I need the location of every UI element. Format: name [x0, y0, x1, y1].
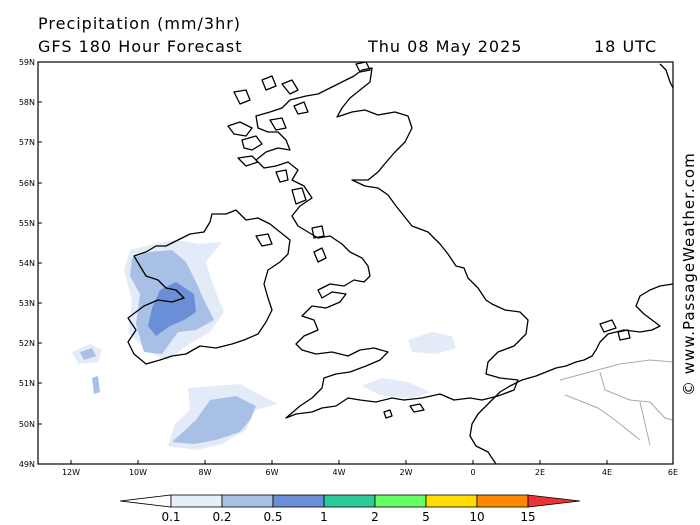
color-legend [119, 494, 581, 508]
legend-swatch-below-0.1 [119, 494, 172, 508]
netherlands-islands [599, 319, 631, 341]
lat-label: 59N [19, 58, 35, 67]
precip-celtic-sea-medium [172, 396, 256, 444]
lon-label: 0 [470, 468, 475, 477]
map-title: Precipitation (mm/3hr) [38, 14, 242, 33]
precip-small-medium [80, 348, 96, 360]
lat-label: 54N [19, 259, 35, 268]
precip-dot-medium [92, 376, 100, 394]
forecast-date: Thu 08 May 2025 [368, 37, 523, 56]
legend-swatch-1-2 [323, 494, 376, 508]
lat-label: 53N [19, 299, 35, 308]
lon-label: 6E [668, 468, 678, 477]
great-britain-coast [255, 67, 529, 419]
lat-label: 50N [19, 420, 35, 429]
map-area [72, 62, 673, 464]
legend-swatch-0.1-0.2 [170, 494, 223, 508]
channel-islands [383, 409, 393, 419]
forecast-time: 18 UTC [594, 37, 658, 56]
lon-label: 2W [400, 468, 413, 477]
isle-of-man [313, 247, 327, 263]
lon-label: 4E [602, 468, 612, 477]
longitude-axis: 12W 10W 8W 6W 4W 2W 0 2E 4E 6E [62, 460, 678, 477]
legend-label: 0.1 [161, 510, 180, 524]
continent-coast [469, 283, 673, 464]
coastlines [127, 62, 673, 464]
lat-label: 58N [19, 98, 35, 107]
lat-label: 55N [19, 219, 35, 228]
legend-label: 0.2 [212, 510, 231, 524]
latitude-axis: 59N 58N 57N 56N 55N 54N 53N 52N 51N 50N … [19, 58, 42, 469]
lon-label: 12W [62, 468, 80, 477]
lat-label: 49N [19, 460, 35, 469]
legend-swatch-5-10 [425, 494, 478, 508]
lon-label: 6W [266, 468, 279, 477]
forecast-label: GFS 180 Hour Forecast [38, 37, 243, 56]
legend-label: 15 [520, 510, 535, 524]
lon-label: 4W [333, 468, 346, 477]
legend-label: 1 [320, 510, 328, 524]
lat-label: 57N [19, 138, 35, 147]
lat-label: 51N [19, 379, 35, 388]
legend-label: 10 [469, 510, 484, 524]
legend-labels: 0.1 0.2 0.5 1 2 5 10 15 [161, 510, 535, 524]
legend-label: 5 [422, 510, 430, 524]
legend-swatch-above-15 [527, 494, 581, 508]
precip-channel-light [362, 378, 430, 398]
scottish-islands [227, 62, 371, 239]
isle-of-wight [409, 403, 425, 413]
legend-swatch-0.2-0.5 [221, 494, 274, 508]
lon-label: 8W [199, 468, 212, 477]
legend-swatch-10-15 [476, 494, 529, 508]
legend-swatch-0.5-1 [272, 494, 325, 508]
lough-neagh [255, 233, 273, 247]
lat-label: 56N [19, 179, 35, 188]
ireland-coast [127, 209, 291, 365]
norway-coast [659, 63, 673, 89]
lon-label: 2E [535, 468, 545, 477]
precip-ireland-dark [148, 282, 196, 336]
lon-label: 10W [129, 468, 147, 477]
precip-midlands-light [408, 332, 456, 354]
legend-label: 0.5 [263, 510, 282, 524]
legend-swatch-2-5 [374, 494, 427, 508]
legend-label: 2 [371, 510, 379, 524]
country-borders [559, 359, 673, 446]
lat-label: 52N [19, 339, 35, 348]
